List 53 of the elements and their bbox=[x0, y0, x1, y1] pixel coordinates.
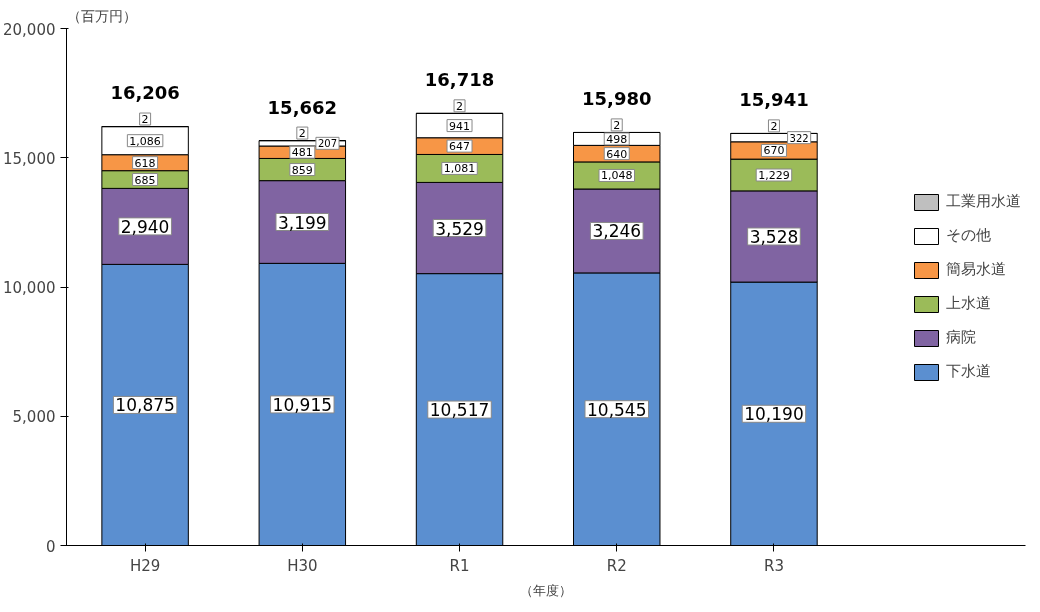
total-label: 16,718 bbox=[424, 69, 495, 91]
legend-label: 病院 bbox=[946, 328, 976, 347]
y-tick-label: 20,000 bbox=[3, 20, 56, 39]
total-label: 16,206 bbox=[110, 82, 180, 104]
data-label: 3,528 bbox=[749, 226, 799, 247]
data-label: 10,915 bbox=[272, 394, 333, 415]
y-tick-label: 10,000 bbox=[3, 279, 56, 297]
data-label: 618 bbox=[134, 156, 156, 170]
y-tick-label: 15,000 bbox=[3, 149, 56, 168]
data-label: 1,086 bbox=[129, 134, 161, 148]
legend-label: 上水道 bbox=[946, 294, 991, 313]
x-tick-label: R3 bbox=[763, 556, 784, 575]
data-label: 10,545 bbox=[587, 399, 647, 420]
data-label: 2 bbox=[456, 99, 464, 113]
legend-label: 下水道 bbox=[946, 362, 991, 381]
data-label: 640 bbox=[606, 147, 628, 161]
total-label: 15,941 bbox=[739, 89, 809, 111]
data-label: 1,081 bbox=[443, 162, 476, 176]
legend-label: 簡易水道 bbox=[946, 260, 1006, 279]
legend-label: 工業用水道 bbox=[946, 192, 1021, 211]
x-tick-label: R2 bbox=[606, 556, 627, 575]
total-label: 15,980 bbox=[582, 88, 652, 110]
x-axis-title: （年度） bbox=[520, 582, 572, 598]
y-tick-label: 0 bbox=[45, 537, 56, 556]
data-label: 10,517 bbox=[429, 400, 490, 421]
legend-label: その他 bbox=[946, 226, 991, 245]
data-label: 3,246 bbox=[592, 221, 642, 242]
data-label: 2 bbox=[770, 119, 778, 133]
data-label: 1,229 bbox=[758, 169, 790, 182]
data-label: 498 bbox=[606, 132, 628, 146]
data-label: 3,529 bbox=[435, 218, 484, 239]
y-axis-title: （百万円） bbox=[66, 7, 137, 24]
data-label: 941 bbox=[449, 119, 471, 133]
total-label: 15,662 bbox=[267, 96, 338, 118]
data-label: 2 bbox=[613, 118, 621, 132]
data-label: 3,199 bbox=[277, 212, 327, 233]
data-label: 10,190 bbox=[744, 404, 804, 425]
x-tick-label: H29 bbox=[129, 556, 161, 575]
data-label: 647 bbox=[449, 140, 471, 154]
data-label: 1,048 bbox=[601, 169, 633, 183]
data-label: 2 bbox=[298, 127, 306, 141]
data-label: 859 bbox=[291, 163, 313, 177]
data-label: 207 bbox=[317, 138, 338, 150]
x-tick-label: R1 bbox=[449, 556, 470, 575]
data-label: 481 bbox=[291, 146, 313, 160]
data-label: 685 bbox=[134, 173, 156, 187]
data-label: 2 bbox=[141, 113, 149, 127]
data-label: 10,875 bbox=[115, 395, 175, 416]
data-label: 2,940 bbox=[120, 216, 170, 237]
data-label: 322 bbox=[789, 132, 809, 144]
y-tick-label: 5,000 bbox=[12, 408, 56, 427]
data-label: 670 bbox=[763, 144, 785, 158]
x-tick-label: H30 bbox=[287, 556, 318, 575]
